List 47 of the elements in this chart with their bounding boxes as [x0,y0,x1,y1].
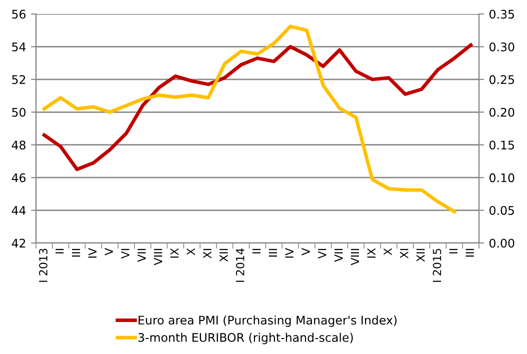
y-tick-label: 42 [12,238,26,248]
x-tick-label: II [56,248,64,254]
x-tick-label: II [252,248,261,254]
x-tick-label: X [186,248,195,256]
y-tick-label: 48 [12,140,26,150]
x-tick-label: XII [220,248,228,262]
x-tick-label: IX [367,248,376,258]
x-tick-label: XII [416,248,425,262]
x-tick-label: III [268,248,277,257]
x-tick-label: VIII [350,248,360,266]
x-tick-label: VI [318,248,326,259]
x-tick-label: III [466,248,474,257]
legend-label: 3-month EURIBOR (right-hand-scale) [138,332,353,344]
y2-tick-label: 0.10 [490,173,514,182]
y2-tick-label: 0.05 [490,206,514,215]
line-series [42,24,456,214]
x-tick-label: I 2013 [39,248,48,282]
y2-tick-label: 0.25 [490,75,514,84]
legend-label: Euro area PMI (Purchasing Manager's Index) [138,315,397,327]
y-tick-label: 54 [12,42,26,52]
x-tick-label: VII [138,248,146,262]
x-tick-label: IV [285,248,294,258]
x-tick-label: IX [170,248,179,258]
x-tick-label: I 2014 [236,248,244,282]
y-tick-label: 44 [12,206,26,215]
x-tick-label: I 2015 [432,248,442,282]
y-tick-label: 52 [12,75,26,84]
x-tick-label: III [72,248,80,257]
y2-tick-label: 0.00 [490,238,514,248]
y-tick-label: 56 [12,10,26,19]
x-tick-label: II [449,248,458,254]
x-tick-label: VI [121,248,130,259]
x-tick-label: IV [88,248,96,258]
x-tick-label: VII [334,248,343,262]
y2-tick-label: 0.20 [490,108,514,117]
y2-tick-label: 0.35 [490,10,514,19]
y-tick-label: 50 [12,108,26,117]
y-tick-label: 46 [12,173,26,182]
x-tick-label: XI [203,248,212,258]
y2-tick-label: 0.15 [490,140,514,150]
x-tick-label: V [302,248,310,256]
x-tick-label: V [104,248,113,256]
x-tick-label: VIII [154,248,162,266]
x-tick-label: X [384,248,392,256]
x-tick-label: XI [400,248,408,258]
line-series [42,43,473,172]
y2-tick-label: 0.30 [490,42,514,52]
